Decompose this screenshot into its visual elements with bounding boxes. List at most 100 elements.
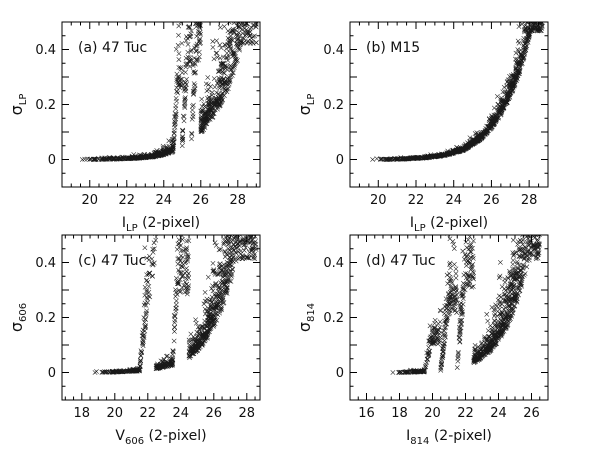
data-point (464, 164, 468, 168)
data-point (221, 270, 226, 276)
data-point (510, 271, 515, 277)
data-point (99, 369, 105, 375)
data-point (535, 0, 539, 4)
data-point (531, 0, 535, 4)
data-point (180, 138, 185, 144)
data-point (151, 260, 157, 266)
data-point (237, 123, 241, 127)
data-point (222, 89, 228, 95)
data-point (240, 132, 244, 136)
data-point (192, 70, 198, 76)
data-point (229, 271, 235, 277)
data-point (254, 202, 258, 206)
data-point (227, 38, 233, 44)
data-point (537, 188, 541, 192)
data-point (216, 284, 222, 290)
data-point (442, 338, 447, 344)
data-point (451, 261, 457, 267)
data-point (455, 353, 461, 359)
data-point (140, 341, 146, 347)
data-point (247, 123, 251, 127)
axis-ticks (349, 234, 549, 401)
data-point (520, 274, 526, 280)
data-point (190, 351, 196, 356)
data-point (181, 182, 185, 186)
data-point (532, 13, 536, 17)
data-point (517, 228, 521, 232)
data-point (251, 15, 255, 19)
data-point (487, 323, 493, 329)
data-point (469, 266, 475, 271)
data-point (443, 324, 449, 330)
data-point (95, 155, 101, 161)
data-point (248, 7, 252, 11)
data-point (193, 22, 199, 26)
data-point (239, 187, 243, 191)
data-point (242, 176, 246, 180)
data-point (213, 97, 218, 103)
data-point (204, 121, 210, 127)
data-point (244, 254, 250, 260)
x-tick-label: 22 (118, 193, 135, 208)
data-point (521, 38, 526, 44)
data-point (254, 217, 258, 221)
data-point (174, 85, 179, 91)
data-point (426, 350, 431, 356)
data-point (225, 241, 231, 247)
data-point (254, 228, 258, 232)
data-point (425, 154, 431, 160)
data-point (466, 246, 472, 252)
y-tick-label: 0.4 (323, 256, 344, 271)
data-point (234, 1, 238, 5)
data-point (232, 235, 238, 237)
data-point (188, 331, 194, 337)
data-point (514, 249, 519, 255)
data-point (442, 307, 448, 313)
data-point (461, 286, 467, 292)
data-point (530, 10, 534, 14)
data-point (454, 292, 460, 298)
data-point (252, 235, 257, 236)
data-point (170, 143, 176, 149)
data-point (209, 314, 215, 320)
data-point (428, 334, 434, 340)
data-point (250, 5, 254, 9)
data-point (143, 278, 149, 284)
data-point (534, 171, 538, 175)
data-point (441, 328, 447, 334)
data-point (522, 41, 528, 47)
panel-label: (d) 47 Tuc (366, 253, 436, 269)
data-point (444, 316, 450, 322)
data-point (457, 330, 463, 336)
data-point (454, 365, 460, 370)
data-point (228, 66, 234, 72)
data-point (535, 237, 540, 242)
data-point (487, 339, 493, 345)
data-point (216, 96, 222, 102)
data-point (505, 286, 511, 291)
data-point (195, 22, 201, 26)
data-point (523, 45, 529, 50)
data-point (240, 226, 244, 230)
data-point (248, 11, 252, 15)
data-point (247, 221, 251, 225)
data-point (536, 219, 540, 223)
data-point (538, 0, 542, 4)
data-point (185, 42, 191, 47)
data-point (229, 252, 235, 258)
data-point (243, 245, 249, 251)
data-point (499, 301, 505, 307)
data-point (185, 254, 191, 259)
data-point (507, 317, 513, 323)
data-point (424, 350, 430, 356)
data-point (537, 22, 542, 23)
data-point (524, 212, 528, 216)
data-point (233, 54, 238, 60)
data-point (523, 209, 527, 213)
data-point (203, 116, 209, 122)
data-point (248, 235, 254, 239)
data-point (535, 17, 539, 21)
data-point (537, 0, 541, 1)
data-point (242, 134, 246, 138)
data-point (254, 3, 258, 7)
